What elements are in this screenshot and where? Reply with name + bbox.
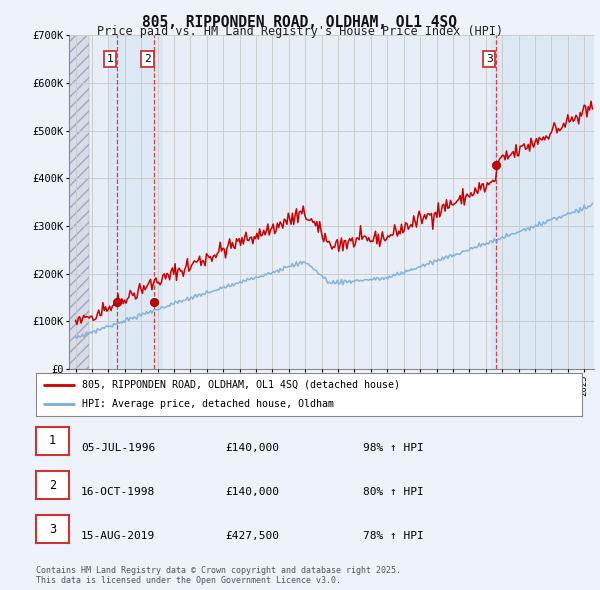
Text: £427,500: £427,500 [225, 532, 279, 542]
Text: 16-OCT-1998: 16-OCT-1998 [81, 487, 155, 497]
Bar [491, 35, 594, 369]
Bar [109, 35, 163, 369]
Text: Price paid vs. HM Land Registry's House Price Index (HPI): Price paid vs. HM Land Registry's House … [97, 25, 503, 38]
Text: £140,000: £140,000 [225, 487, 279, 497]
Bar [69, 35, 89, 369]
Text: Contains HM Land Registry data © Crown copyright and database right 2025.
This d: Contains HM Land Registry data © Crown c… [36, 566, 401, 585]
Text: 3: 3 [49, 523, 56, 536]
Text: 805, RIPPONDEN ROAD, OLDHAM, OL1 4SQ (detached house): 805, RIPPONDEN ROAD, OLDHAM, OL1 4SQ (de… [82, 379, 400, 389]
Text: HPI: Average price, detached house, Oldham: HPI: Average price, detached house, Oldh… [82, 399, 334, 409]
Text: 15-AUG-2019: 15-AUG-2019 [81, 532, 155, 542]
Text: 2: 2 [49, 478, 56, 491]
Text: 1: 1 [107, 54, 113, 64]
Text: 80% ↑ HPI: 80% ↑ HPI [363, 487, 424, 497]
Text: 3: 3 [486, 54, 493, 64]
Text: £140,000: £140,000 [225, 443, 279, 453]
Text: 78% ↑ HPI: 78% ↑ HPI [363, 532, 424, 542]
Text: 1: 1 [49, 434, 56, 447]
Text: 05-JUL-1996: 05-JUL-1996 [81, 443, 155, 453]
Text: 2: 2 [144, 54, 151, 64]
Text: 98% ↑ HPI: 98% ↑ HPI [363, 443, 424, 453]
Text: 805, RIPPONDEN ROAD, OLDHAM, OL1 4SQ: 805, RIPPONDEN ROAD, OLDHAM, OL1 4SQ [143, 15, 458, 30]
